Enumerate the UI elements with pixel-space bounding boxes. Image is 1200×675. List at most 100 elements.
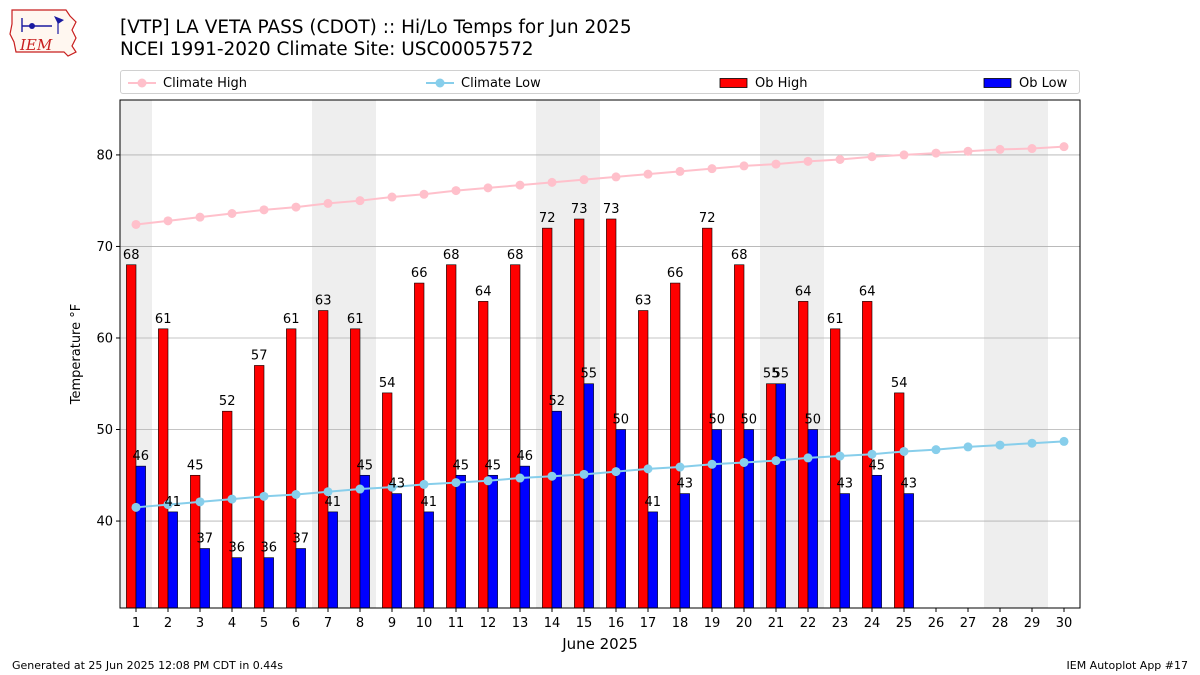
x-tick-label: 5 bbox=[260, 616, 268, 631]
ob-low-bar bbox=[391, 493, 402, 609]
climate-low-point bbox=[643, 464, 653, 474]
ob-low-bar bbox=[711, 429, 722, 609]
x-axis-label: June 2025 bbox=[561, 635, 638, 653]
climate-high-point bbox=[515, 180, 525, 190]
climate-high-point bbox=[675, 166, 685, 176]
climate-low-point bbox=[707, 459, 717, 469]
ob-high-bar bbox=[766, 383, 777, 609]
ob-low-bar bbox=[423, 511, 434, 609]
climate-high-point bbox=[803, 156, 813, 166]
ob-low-value-label: 52 bbox=[549, 394, 566, 409]
ob-high-bar bbox=[126, 264, 137, 609]
ob-high-bar bbox=[894, 392, 905, 609]
climate-high-point bbox=[227, 208, 237, 218]
ob-high-value-label: 72 bbox=[699, 211, 716, 226]
x-tick-label: 22 bbox=[800, 616, 817, 631]
climate-high-point bbox=[547, 177, 557, 187]
ob-high-value-label: 68 bbox=[731, 248, 748, 263]
ob-high-value-label: 57 bbox=[251, 348, 268, 363]
x-tick-label: 15 bbox=[576, 616, 593, 631]
x-tick-label: 23 bbox=[832, 616, 849, 631]
climate-high-point bbox=[867, 152, 877, 162]
ob-low-bar bbox=[743, 429, 754, 609]
ob-low-value-label: 45 bbox=[357, 458, 374, 473]
ob-high-value-label: 66 bbox=[667, 266, 684, 281]
chart-subtitle: NCEI 1991-2020 Climate Site: USC00057572 bbox=[120, 39, 534, 60]
ob-low-bar bbox=[359, 474, 370, 609]
x-tick-label: 30 bbox=[1056, 616, 1073, 631]
x-tick-label: 20 bbox=[736, 616, 753, 631]
ob-low-bar bbox=[551, 410, 562, 609]
legend-ob-low-label: Ob Low bbox=[1019, 75, 1068, 91]
ob-high-bar bbox=[830, 328, 841, 609]
ob-high-value-label: 63 bbox=[315, 294, 332, 309]
ob-bars bbox=[126, 218, 914, 609]
y-tick-label: 50 bbox=[96, 423, 113, 438]
climate-low-point bbox=[451, 478, 461, 488]
ob-high-value-label: 54 bbox=[379, 376, 396, 391]
climate-low-point bbox=[931, 445, 941, 455]
climate-high-point bbox=[995, 144, 1005, 154]
y-tick-label: 70 bbox=[96, 240, 113, 255]
legend-ob-low-swatch bbox=[983, 78, 1012, 88]
x-tick-label: 16 bbox=[608, 616, 625, 631]
x-tick-label: 17 bbox=[640, 616, 657, 631]
legend-climate-low-label: Climate Low bbox=[461, 75, 541, 91]
climate-low-point bbox=[771, 456, 781, 466]
ob-low-value-label: 55 bbox=[773, 367, 790, 382]
climate-high-point bbox=[291, 202, 301, 212]
climate-low-point bbox=[259, 491, 269, 501]
ob-high-bar bbox=[574, 218, 585, 609]
ob-low-value-label: 45 bbox=[485, 458, 502, 473]
footer-generated: Generated at 25 Jun 2025 12:08 PM CDT in… bbox=[12, 659, 284, 672]
climate-high-point bbox=[195, 212, 205, 222]
ob-low-value-label: 43 bbox=[677, 477, 694, 492]
ob-high-value-label: 68 bbox=[443, 248, 460, 263]
x-tick-label: 27 bbox=[960, 616, 977, 631]
ob-low-bar bbox=[519, 465, 530, 609]
svg-text:IEM: IEM bbox=[19, 36, 53, 54]
x-tick-label: 10 bbox=[416, 616, 433, 631]
ob-low-bar bbox=[583, 383, 594, 609]
climate-low-point bbox=[163, 500, 173, 510]
ob-low-value-label: 36 bbox=[229, 541, 246, 556]
y-gridlines bbox=[120, 154, 1080, 522]
climate-high-point bbox=[771, 159, 781, 169]
ob-high-bar bbox=[478, 301, 489, 609]
climate-low-point bbox=[355, 484, 365, 494]
climate-high-point bbox=[611, 172, 621, 182]
ob-low-bar bbox=[167, 511, 178, 609]
ob-high-bar bbox=[414, 282, 425, 609]
ob-low-value-label: 37 bbox=[293, 532, 310, 547]
climate-low-point bbox=[131, 502, 141, 512]
chart-title: [VTP] LA VETA PASS (CDOT) :: Hi/Lo Temps… bbox=[120, 17, 632, 38]
ob-high-value-label: 61 bbox=[155, 312, 172, 327]
x-tick-label: 14 bbox=[544, 616, 561, 631]
ob-high-value-label: 64 bbox=[475, 284, 492, 299]
y-tick-label: 40 bbox=[96, 515, 113, 530]
climate-high-point bbox=[483, 183, 493, 193]
climate-low-point bbox=[419, 479, 429, 489]
weekend-band bbox=[1016, 100, 1048, 608]
ob-low-bar bbox=[263, 557, 274, 609]
ob-low-bar bbox=[871, 474, 882, 609]
x-tick-label: 11 bbox=[448, 616, 465, 631]
ob-low-value-label: 45 bbox=[453, 458, 470, 473]
climate-high-point bbox=[707, 164, 717, 174]
climate-low-point bbox=[515, 473, 525, 483]
climate-low-point bbox=[1059, 436, 1069, 446]
x-tick-label: 21 bbox=[768, 616, 785, 631]
ob-low-bar bbox=[615, 429, 626, 609]
ob-low-value-label: 41 bbox=[645, 495, 662, 510]
x-tick-label: 9 bbox=[388, 616, 396, 631]
y-axis-label: Temperature °F bbox=[69, 304, 84, 405]
legend: Climate High Climate Low Ob High Ob Low bbox=[120, 70, 1080, 94]
weekend-bands bbox=[120, 100, 1048, 608]
legend-climate-low-marker bbox=[426, 78, 454, 88]
x-tick-label: 28 bbox=[992, 616, 1009, 631]
ob-high-value-label: 72 bbox=[539, 211, 556, 226]
ob-high-bar bbox=[670, 282, 681, 609]
ob-low-bar bbox=[135, 465, 146, 609]
climate-low-point bbox=[963, 442, 973, 452]
